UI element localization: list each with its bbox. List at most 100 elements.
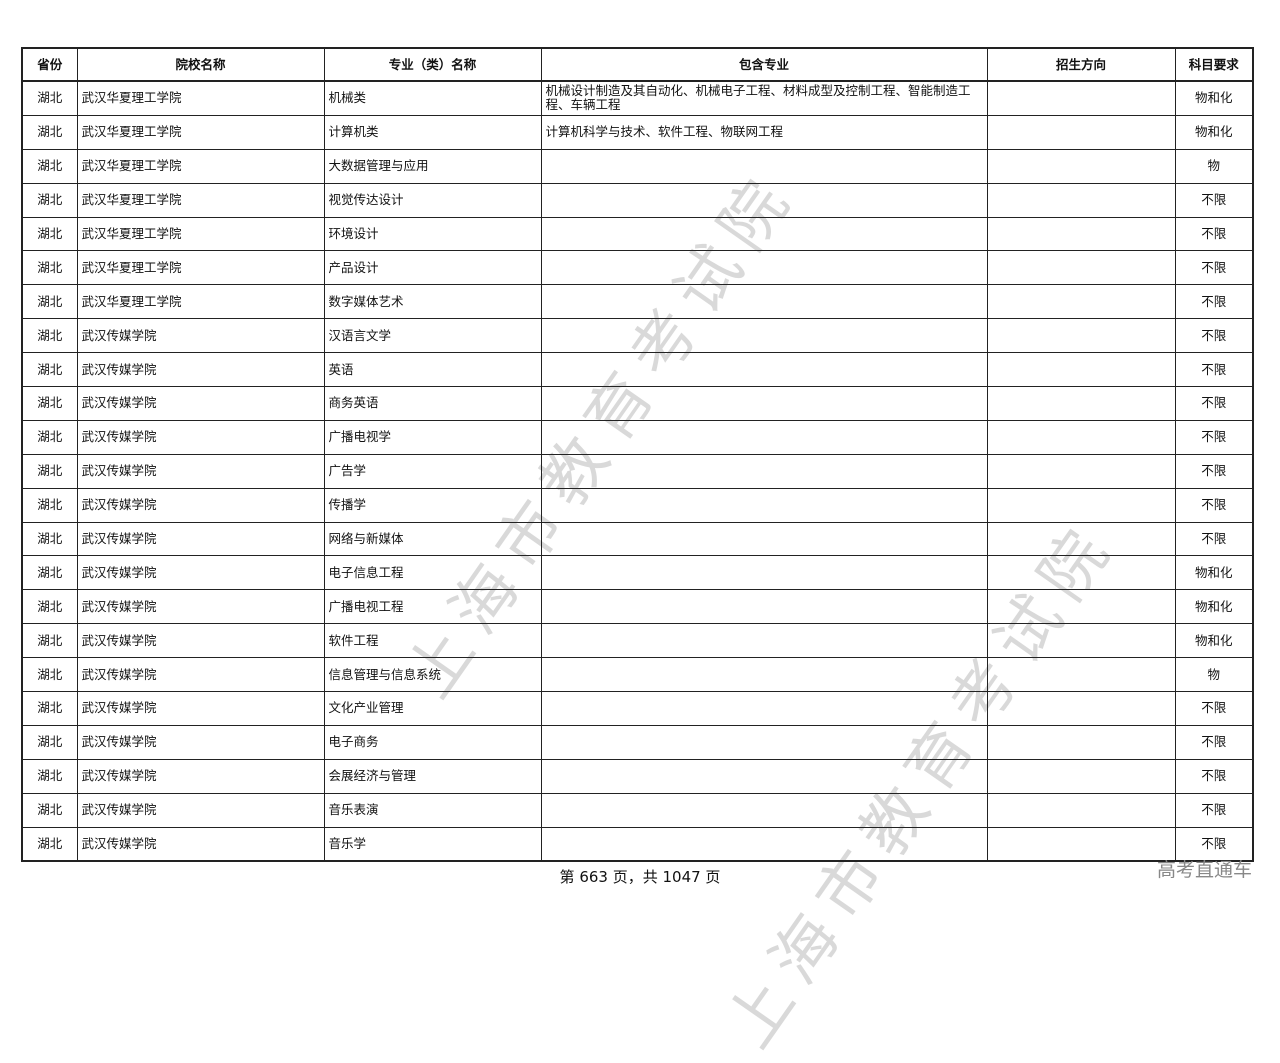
cell-subject-requirement: 物和化 [1174, 555, 1254, 591]
cell-school-name: 武汉传媒学院 [76, 419, 325, 455]
cell-included-majors [540, 826, 988, 862]
cell-direction [986, 758, 1176, 794]
cell-direction [986, 487, 1176, 523]
cell-major-name: 大数据管理与应用 [323, 148, 542, 184]
cell-province: 湖北 [21, 352, 78, 388]
cell-province: 湖北 [21, 182, 78, 218]
cell-school-name: 武汉传媒学院 [76, 623, 325, 659]
brand-logo-text: 高考直通车 [1156, 859, 1252, 881]
cell-subject-requirement: 不限 [1174, 318, 1254, 354]
cell-major-name: 视觉传达设计 [323, 182, 542, 218]
cell-included-majors [540, 453, 988, 489]
cell-major-name: 音乐学 [323, 826, 542, 862]
table-row: 湖北 武汉传媒学院 传播学 不限 [21, 487, 1254, 523]
cell-province: 湖北 [21, 453, 78, 489]
table-row: 湖北 武汉传媒学院 广播电视工程 物和化 [21, 589, 1254, 625]
cell-school-name: 武汉华夏理工学院 [76, 148, 325, 184]
cell-direction [986, 318, 1176, 354]
cell-province: 湖北 [21, 521, 78, 557]
cell-included-majors [540, 657, 988, 693]
header-subject-requirement: 科目要求 [1174, 47, 1254, 82]
table-row: 湖北 武汉华夏理工学院 计算机类 计算机科学与技术、软件工程、物联网工程 物和化 [21, 114, 1254, 150]
cell-subject-requirement: 不限 [1174, 724, 1254, 760]
cell-major-name: 广播电视学 [323, 419, 542, 455]
cell-province: 湖北 [21, 250, 78, 286]
cell-major-name: 广告学 [323, 453, 542, 489]
cell-subject-requirement: 不限 [1174, 521, 1254, 557]
cell-major-name: 传播学 [323, 487, 542, 523]
cell-direction [986, 80, 1176, 116]
cell-school-name: 武汉华夏理工学院 [76, 114, 325, 150]
table-row: 湖北 武汉华夏理工学院 机械类 机械设计制造及其自动化、机械电子工程、材料成型及控制工… [21, 80, 1254, 116]
cell-province: 湖北 [21, 487, 78, 523]
cell-subject-requirement: 物和化 [1174, 114, 1254, 150]
admission-table: 省份 院校名称 专业（类）名称 包含专业 招生方向 科目要求 湖北 武汉华夏理工学院 机械类机… [21, 47, 1254, 863]
cell-province: 湖北 [21, 724, 78, 760]
cell-direction [986, 724, 1176, 760]
header-included-majors: 包含专业 [540, 47, 988, 82]
cell-major-name: 机械类 [323, 80, 542, 116]
cell-subject-requirement: 不限 [1174, 216, 1254, 252]
cell-included-majors [540, 792, 988, 828]
cell-major-name: 软件工程 [323, 623, 542, 659]
cell-school-name: 武汉传媒学院 [76, 386, 325, 421]
cell-school-name: 武汉华夏理工学院 [76, 216, 325, 252]
table-row: 湖北 武汉传媒学院 英语 不限 [21, 352, 1254, 388]
cell-included-majors [540, 724, 988, 760]
header-school-name: 院校名称 [76, 47, 325, 82]
cell-major-name: 音乐表演 [323, 792, 542, 828]
cell-subject-requirement: 物和化 [1174, 623, 1254, 659]
cell-major-name: 电子信息工程 [323, 555, 542, 591]
table-row: 湖北 武汉传媒学院 商务英语 不限 [21, 386, 1254, 421]
cell-major-name: 文化产业管理 [323, 691, 542, 726]
cell-major-name: 网络与新媒体 [323, 521, 542, 557]
cell-direction [986, 691, 1176, 726]
cell-subject-requirement: 不限 [1174, 487, 1254, 523]
cell-included-majors [540, 691, 988, 726]
cell-province: 湖北 [21, 148, 78, 184]
cell-included-majors [540, 386, 988, 421]
table-row: 湖北 武汉华夏理工学院 视觉传达设计 不限 [21, 182, 1254, 218]
cell-direction [986, 826, 1176, 862]
cell-school-name: 武汉华夏理工学院 [76, 182, 325, 218]
cell-major-name: 电子商务 [323, 724, 542, 760]
cell-included-majors [540, 148, 988, 184]
cell-subject-requirement: 不限 [1174, 758, 1254, 794]
cell-school-name: 武汉传媒学院 [76, 555, 325, 591]
cell-subject-requirement: 物 [1174, 657, 1254, 693]
cell-direction [986, 555, 1176, 591]
cell-school-name: 武汉传媒学院 [76, 318, 325, 354]
cell-direction [986, 114, 1176, 150]
cell-included-majors [540, 758, 988, 794]
cell-included-majors [540, 250, 988, 286]
cell-subject-requirement: 不限 [1174, 250, 1254, 286]
cell-school-name: 武汉传媒学院 [76, 487, 325, 523]
cell-subject-requirement: 不限 [1174, 691, 1254, 726]
table-row: 湖北 武汉传媒学院 音乐表演 不限 [21, 792, 1254, 828]
cell-subject-requirement: 不限 [1174, 182, 1254, 218]
table-row: 湖北 武汉华夏理工学院 数字媒体艺术 不限 [21, 284, 1254, 320]
cell-direction [986, 419, 1176, 455]
cell-province: 湖北 [21, 555, 78, 591]
table-row: 湖北 武汉传媒学院 电子信息工程 物和化 [21, 555, 1254, 591]
cell-province: 湖北 [21, 657, 78, 693]
cell-school-name: 武汉传媒学院 [76, 826, 325, 862]
cell-included-majors [540, 284, 988, 320]
cell-subject-requirement: 不限 [1174, 386, 1254, 421]
cell-subject-requirement: 物和化 [1174, 80, 1254, 116]
table-row: 湖北 武汉华夏理工学院 产品设计 不限 [21, 250, 1254, 286]
cell-province: 湖北 [21, 758, 78, 794]
cell-subject-requirement: 物 [1174, 148, 1254, 184]
cell-subject-requirement: 不限 [1174, 352, 1254, 388]
cell-province: 湖北 [21, 114, 78, 150]
table-row: 湖北 武汉华夏理工学院 环境设计 不限 [21, 216, 1254, 252]
table-row: 湖北 武汉传媒学院 音乐学 不限 [21, 826, 1254, 862]
table-header-row: 省份 院校名称 专业（类）名称 包含专业 招生方向 科目要求 [21, 47, 1254, 82]
cell-province: 湖北 [21, 589, 78, 625]
table-row: 湖北 武汉传媒学院 汉语言文学 不限 [21, 318, 1254, 354]
cell-included-majors: 机械设计制造及其自动化、机械电子工程、材料成型及控制工程、智能制造工程、车辆工程 [540, 80, 988, 116]
table-row: 湖北 武汉传媒学院 文化产业管理 不限 [21, 691, 1254, 726]
cell-direction [986, 250, 1176, 286]
cell-subject-requirement: 不限 [1174, 792, 1254, 828]
cell-direction [986, 589, 1176, 625]
